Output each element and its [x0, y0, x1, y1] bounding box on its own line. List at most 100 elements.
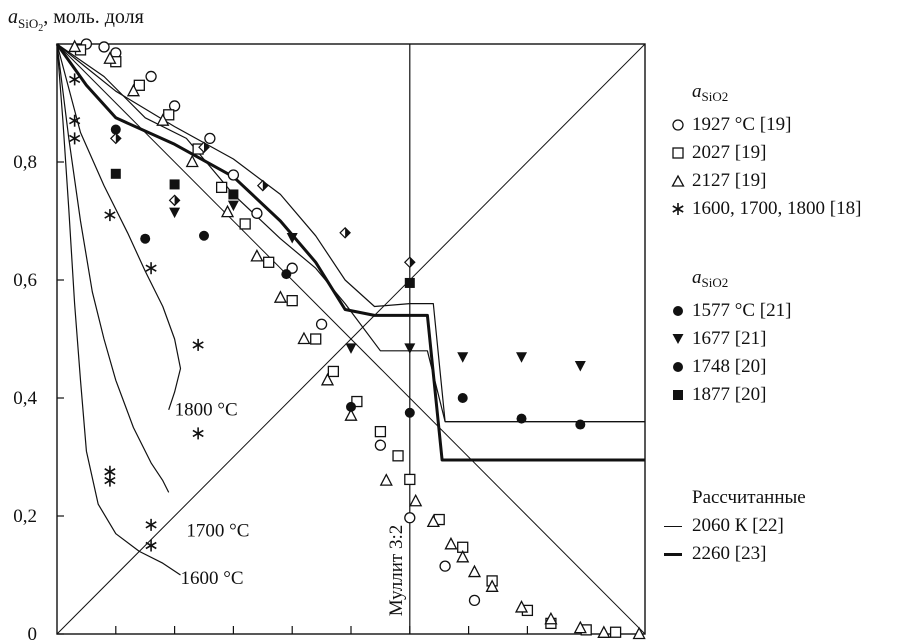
- marker-triangle-open: [297, 331, 311, 345]
- calc-line-thin: [56, 43, 182, 410]
- marker-triangle-open: [250, 248, 264, 262]
- marker-square-open: [239, 218, 251, 230]
- marker-square-open: [263, 256, 275, 268]
- marker-asterisk: [104, 474, 116, 487]
- calc-line-thin: [56, 43, 645, 423]
- legend-item: 2027 [19]: [664, 139, 861, 167]
- marker-circle-open: [98, 41, 110, 53]
- legend-1-title: aSiO2: [692, 81, 729, 104]
- marker-triangle-open: [126, 83, 141, 97]
- marker-square-filled: [110, 168, 121, 179]
- thin-line-icon: [664, 525, 682, 527]
- marker-circle-filled: [516, 413, 527, 424]
- marker-triangle-open: [103, 51, 117, 64]
- marker-square-open: [310, 333, 322, 345]
- marker-triangle-open: [185, 154, 199, 168]
- axis-ticks: 0 0,2 0,4 0,6 0,8: [13, 152, 587, 640]
- marker-square-open: [215, 181, 228, 194]
- marker-triangle-down-filled: [345, 343, 357, 354]
- marker-circle-open: [145, 70, 157, 83]
- marker-circle-filled: [404, 407, 415, 418]
- marker-circle-filled: [140, 233, 151, 244]
- marker-circle-open: [204, 132, 216, 145]
- marker-asterisk: [104, 209, 116, 222]
- marker-triangle-open: [68, 39, 82, 53]
- marker-square-filled: [404, 277, 415, 288]
- y-axis-title: aSiO2, моль. доля: [8, 6, 144, 34]
- marker-triangle-open: [273, 290, 288, 303]
- marker-circle-open: [227, 169, 240, 181]
- marker-circle-filled: [346, 401, 356, 412]
- marker-triangle-down-filled: [574, 361, 586, 372]
- marker-square-filled: [228, 189, 239, 200]
- marker-triangle-down-filled: [169, 207, 181, 219]
- legend-2-title: aSiO2: [692, 267, 729, 290]
- marker-triangle-open: [597, 625, 611, 638]
- legend-calc-title: Рассчитанные: [692, 487, 806, 508]
- marker-triangle-down-filled: [516, 352, 528, 363]
- marker-triangle-down-filled: [286, 233, 298, 244]
- marker-triangle-open: [320, 372, 335, 386]
- marker-diamond-half: [256, 179, 269, 192]
- marker-triangle-down-filled: [457, 352, 469, 363]
- marker-triangle-open: [544, 611, 558, 625]
- asterisk-icon: [664, 202, 692, 216]
- curve-labels: 1800 °C 1700 °C 1600 °C Муллит 3:2: [175, 400, 407, 617]
- marker-asterisk: [145, 518, 157, 531]
- marker-asterisk: [192, 338, 204, 351]
- marker-circle-open: [315, 318, 328, 330]
- marker-square-open: [404, 473, 416, 486]
- mullite-label: Муллит 3:2: [386, 525, 407, 617]
- marker-triangle-open: [444, 536, 458, 550]
- marker-asterisk: [192, 427, 204, 440]
- marker-circle-open: [404, 512, 416, 524]
- marker-square-open: [133, 79, 145, 91]
- marker-asterisk: [145, 262, 157, 275]
- marker-circle-filled: [199, 230, 209, 241]
- marker-circle-open: [374, 439, 387, 451]
- thick-line-icon: [664, 552, 682, 556]
- legend-calculated: Рассчитанные 2060 К [22] 2260 [23]: [664, 484, 806, 568]
- triangle-open-icon: [664, 174, 692, 188]
- marker-square-open: [609, 626, 622, 638]
- marker-triangle-open: [409, 493, 423, 507]
- marker-square-open: [374, 425, 387, 438]
- marker-triangle-open: [632, 626, 646, 640]
- marker-triangle-down-filled: [404, 343, 416, 354]
- legend-group-2: aSiO2 1577 °C [21] 1677 [21] 1748 [20] 1…: [664, 264, 791, 409]
- marker-square-open: [351, 395, 363, 408]
- marker-circle-open: [251, 207, 263, 219]
- circle-filled-icon: [664, 360, 692, 374]
- marker-circle-filled: [110, 124, 121, 135]
- marker-square-open: [392, 450, 404, 462]
- marker-triangle-open: [573, 620, 587, 634]
- y-tick-label: 0,8: [13, 152, 37, 173]
- marker-square-filled: [169, 179, 180, 190]
- marker-circle-open: [439, 560, 451, 572]
- legend-item: 1677 [21]: [664, 325, 791, 353]
- square-filled-icon: [664, 388, 692, 402]
- marker-square-open: [286, 294, 298, 307]
- marker-triangle-open: [344, 408, 358, 421]
- calc-line-thick: [55, 43, 645, 462]
- marker-asterisk: [145, 539, 157, 552]
- marker-diamond-half: [168, 194, 181, 207]
- circle-filled-icon: [664, 304, 692, 318]
- curve-label: 1600 °C: [180, 568, 243, 589]
- legend-item: 1577 °C [21]: [664, 297, 791, 325]
- marker-triangle-open: [379, 473, 393, 486]
- diagonal-guides: [56, 43, 646, 635]
- marker-triangle-open: [220, 204, 235, 218]
- curve-label: 1700 °C: [186, 521, 249, 542]
- marker-diamond-half: [198, 141, 210, 154]
- marker-triangle-open: [426, 514, 440, 528]
- marker-circle-filled: [575, 419, 586, 430]
- legend-item: 1600, 1700, 1800 [18]: [664, 195, 861, 223]
- marker-triangle-open: [485, 579, 499, 592]
- legend-item: 1877 [20]: [664, 381, 791, 409]
- marker-diamond-half: [109, 132, 122, 145]
- marker-asterisk: [69, 73, 81, 86]
- calc-line-thin: [56, 43, 181, 576]
- marker-circle-filled: [457, 393, 468, 403]
